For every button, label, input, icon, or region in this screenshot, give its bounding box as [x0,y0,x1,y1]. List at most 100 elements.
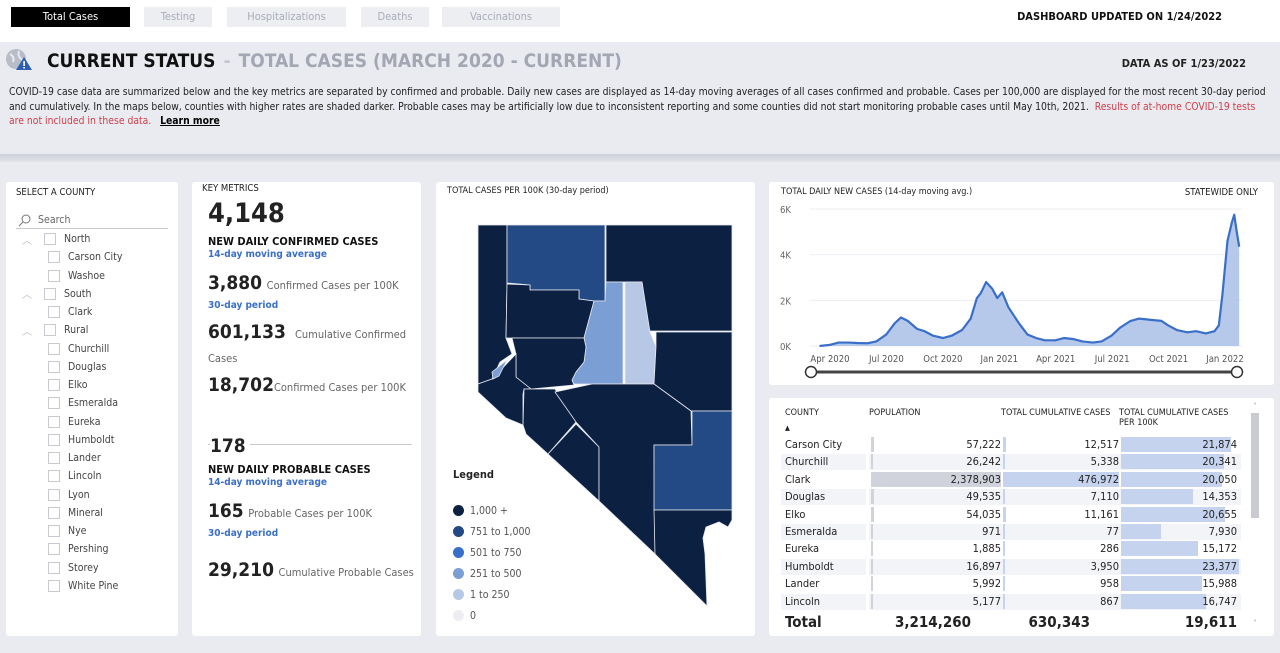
y-tick-label: 2K [780,296,791,307]
x-tick-label: Jan 2022 [1205,354,1244,365]
table-row[interactable]: Churchill 26,242 5,338 20,341 [781,453,1253,471]
checkbox[interactable] [48,269,60,282]
data-bar [1121,471,1223,487]
county-item-eureka[interactable]: Eureka [18,413,174,431]
table-row[interactable]: Douglas 49,535 7,110 14,353 [781,488,1253,506]
county-item-nye[interactable]: Nye [18,522,174,540]
cell-value: 49,535 [966,490,1001,504]
chevron-up-icon[interactable]: ︿ [22,326,32,338]
county-item-esmeralda[interactable]: Esmeralda [18,394,174,412]
learn-more-link[interactable]: Learn more [160,115,220,127]
legend-label: 751 to 1,000 [470,525,531,538]
table-row[interactable]: Elko 54,035 11,161 20,655 [781,506,1253,523]
county-label: Pershing [68,543,109,556]
county-group-label: South [64,287,92,300]
checkbox[interactable] [48,488,60,501]
tab-vaccinations[interactable]: Vaccinations [442,7,560,27]
tab-testing[interactable]: Testing [144,7,212,27]
county-item-churchill[interactable]: Churchill [18,340,174,358]
checkbox[interactable] [48,506,60,519]
county-group-south[interactable]: ︿ South [18,285,174,303]
confirmed-cum-per100k-value: 18,702 [208,374,274,396]
checkbox[interactable] [44,324,56,337]
tab-deaths[interactable]: Deaths [361,7,429,27]
column-header-per100k[interactable]: TOTAL CUMULATIVE CASES PER 100K [1119,408,1229,428]
table-row[interactable]: Carson City 57,222 12,517 21,874 [781,436,1253,453]
county-item-pershing[interactable]: Pershing [18,540,174,558]
slider-handle[interactable] [804,365,818,379]
warning-text: Results of at-home COVID-19 tests are no… [9,100,1256,128]
table-row[interactable]: Clark 2,378,903 476,972 20,050 [781,471,1253,488]
county-search-input[interactable]: Search [16,211,168,229]
table-row[interactable]: Esmeralda 971 77 7,930 [781,523,1253,540]
county-label: White Pine [68,579,119,592]
county-item-elko[interactable]: Elko [18,376,174,394]
sort-ascending-icon: ▲ [785,424,790,432]
checkbox[interactable] [48,415,60,428]
table-row[interactable]: Humboldt 16,897 3,950 23,377 [781,558,1253,575]
value-cell: 23,377 [1119,558,1241,575]
data-bar [871,558,873,574]
county-group-north[interactable]: ︿ North [18,230,174,248]
county-shape-storey[interactable] [491,359,508,380]
county-item-mineral[interactable]: Mineral [18,504,174,522]
table-row[interactable]: Lincoln 5,177 867 16,747 [781,593,1253,610]
chevron-up-icon[interactable]: ︿ [22,290,32,302]
y-tick-label: 4K [780,251,791,262]
checkbox[interactable] [48,470,60,483]
checkbox[interactable] [48,543,60,556]
county-item-lander[interactable]: Lander [18,449,174,467]
checkbox[interactable] [48,342,60,355]
county-cell: Humboldt [781,558,866,575]
county-shape-clark[interactable] [653,509,733,608]
county-item-lyon[interactable]: Lyon [18,486,174,504]
cell-value: 867 [1100,594,1119,608]
scroll-down-icon[interactable]: ˅ [1253,619,1257,628]
county-group-rural[interactable]: ︿ Rural [18,321,174,339]
checkbox[interactable] [48,251,60,264]
checkbox[interactable] [48,579,60,592]
data-bar [1003,524,1005,539]
county-item-douglas[interactable]: Douglas [18,358,174,376]
checkbox[interactable] [44,287,56,300]
cell-value: 15,172 [1202,542,1237,556]
county-item-carson-city[interactable]: Carson City [18,248,174,266]
value-cell: 49,535 [869,489,1005,506]
scroll-up-icon[interactable]: ˄ [1253,402,1257,411]
checkbox[interactable] [48,525,60,538]
county-item-lincoln[interactable]: Lincoln [18,467,174,485]
checkbox[interactable] [44,233,56,246]
chevron-up-icon[interactable]: ︿ [22,235,32,247]
x-tick-label: Oct 2020 [923,354,962,365]
cell-value: 5,177 [972,594,1001,608]
slider-handle[interactable] [1230,365,1244,379]
column-header-cases[interactable]: TOTAL CUMULATIVE CASES [1001,408,1111,418]
table-row[interactable]: Eureka 1,885 286 15,172 [781,540,1253,558]
county-item-clark[interactable]: Clark [18,303,174,321]
value-cell: 286 [1001,541,1123,558]
checkbox[interactable] [48,397,60,410]
county-item-humboldt[interactable]: Humboldt [18,431,174,449]
county-item-washoe[interactable]: Washoe [18,267,174,285]
table-scrollbar[interactable]: ˄ ˅ [1250,402,1260,628]
checkbox[interactable] [48,561,60,574]
confirmed-cum-per100k-label: Confirmed Cases per 100K [273,381,406,394]
checkbox[interactable] [48,306,60,319]
county-item-storey[interactable]: Storey [18,559,174,577]
checkbox[interactable] [48,433,60,446]
data-bar [871,524,873,539]
cell-value: 57,222 [966,438,1001,451]
tab-hospitalizations[interactable]: Hospitalizations [227,7,346,27]
scrollbar-thumb[interactable] [1251,413,1259,518]
checkbox[interactable] [48,452,60,465]
value-cell: 16,897 [869,558,1005,575]
tab-total-cases[interactable]: Total Cases [11,7,130,27]
table-row[interactable]: Lander 5,992 958 15,988 [781,575,1253,593]
checkbox[interactable] [48,360,60,373]
cell-value: 20,050 [1202,472,1237,486]
checkbox[interactable] [48,379,60,392]
column-header-population[interactable]: POPULATION [869,408,921,418]
county-cell: Carson City [781,437,866,453]
county-item-white-pine[interactable]: White Pine [18,577,174,595]
column-header-county[interactable]: COUNTY ▲ [785,408,865,432]
